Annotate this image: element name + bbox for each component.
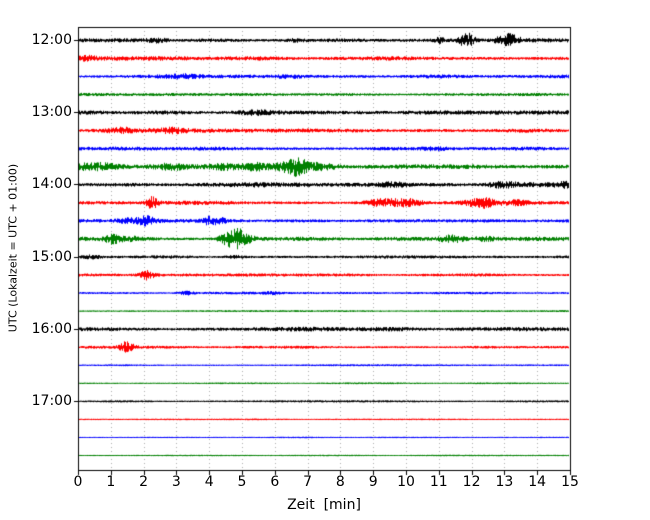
y-tick-label: 14:00 xyxy=(31,176,72,193)
x-tick-label: 6 xyxy=(270,474,280,490)
x-tick-label: 10 xyxy=(397,474,415,490)
x-tick-label: 12 xyxy=(462,474,481,490)
x-tick-label: 9 xyxy=(368,474,378,490)
x-tick-label: 3 xyxy=(171,474,181,490)
y-tick-label: 12:00 xyxy=(31,32,72,48)
x-tick-label: 11 xyxy=(429,474,448,490)
x-tick-label: 1 xyxy=(106,474,116,490)
x-tick-label: 7 xyxy=(303,474,313,490)
x-tick-label: 4 xyxy=(204,474,214,490)
y-axis-label: UTC (Lokalzeit = UTC + 01:00) xyxy=(6,163,20,333)
x-axis-label: Zeit [min] xyxy=(287,497,361,513)
x-tick-label: 0 xyxy=(73,474,83,490)
y-tick-label: 17:00 xyxy=(31,393,72,409)
x-tick-label: 13 xyxy=(495,474,514,490)
x-tick-label: 8 xyxy=(335,474,345,490)
y-tick-label: 16:00 xyxy=(31,320,72,337)
y-tick-label: 15:00 xyxy=(31,248,72,265)
y-tick-label: 13:00 xyxy=(31,104,72,121)
x-tick-label: 2 xyxy=(139,474,149,490)
x-tick-label: 14 xyxy=(528,474,547,490)
x-tick-label: 15 xyxy=(561,474,579,490)
x-tick-label: 5 xyxy=(237,474,247,490)
